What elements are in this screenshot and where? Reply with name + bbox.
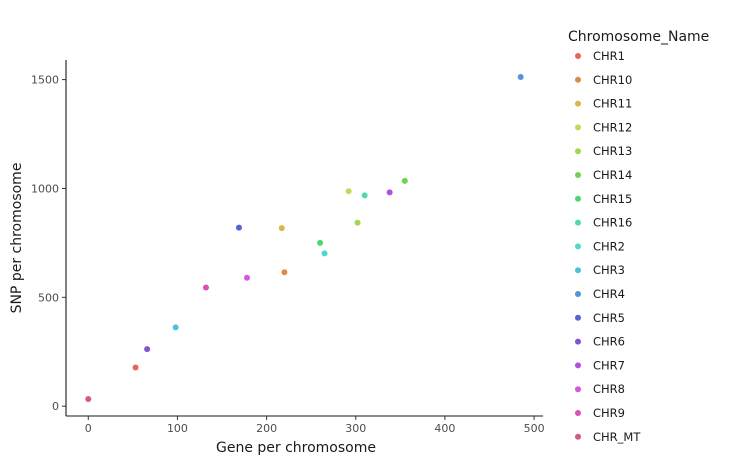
legend-label: CHR6 xyxy=(593,335,625,349)
legend-key xyxy=(575,243,581,250)
data-point xyxy=(144,346,151,353)
legend-key xyxy=(575,76,581,83)
legend-label: CHR14 xyxy=(593,168,632,182)
x-axis-title: Gene per chromosome xyxy=(216,440,376,456)
legend-key xyxy=(575,338,581,345)
legend-label: CHR2 xyxy=(593,239,625,253)
legend-key xyxy=(575,410,581,416)
x-tick-label: 300 xyxy=(345,422,366,435)
legend-label: CHR7 xyxy=(593,358,625,372)
x-tick-label: 0 xyxy=(85,422,92,435)
legend-key xyxy=(575,386,581,393)
legend-label: CHR10 xyxy=(593,73,632,87)
legend-label: CHR13 xyxy=(593,144,632,158)
legend-label: CHR_MT xyxy=(593,430,641,444)
legend-key xyxy=(575,195,581,202)
legend-key xyxy=(575,267,581,274)
y-tick-label: 1000 xyxy=(31,182,59,195)
legend-key xyxy=(575,148,581,155)
legend-key xyxy=(575,433,581,440)
data-point xyxy=(345,188,352,195)
legend-label: CHR16 xyxy=(593,216,632,230)
data-point xyxy=(361,192,368,199)
plot-area xyxy=(85,73,524,403)
legend-key xyxy=(575,362,581,369)
legend-key xyxy=(575,100,581,107)
legend-label: CHR1 xyxy=(593,49,625,63)
data-point xyxy=(386,189,393,196)
x-tick-label: 400 xyxy=(434,422,455,435)
y-axis-title: SNP per chromosome xyxy=(9,163,25,314)
data-point xyxy=(132,364,139,371)
data-point xyxy=(172,324,179,331)
legend-key xyxy=(575,314,581,321)
data-point xyxy=(85,396,92,403)
data-point xyxy=(278,225,285,232)
data-point xyxy=(317,239,324,246)
legend-label: CHR9 xyxy=(593,406,625,420)
x-tick-label: 200 xyxy=(256,422,277,435)
legend-label: CHR12 xyxy=(593,120,632,134)
data-point xyxy=(517,73,524,80)
data-point xyxy=(281,269,288,276)
y-tick-label: 500 xyxy=(38,291,59,304)
legend-key xyxy=(575,53,581,59)
legend-label: CHR4 xyxy=(593,287,625,301)
legend-label: CHR3 xyxy=(593,263,625,277)
x-tick-label: 500 xyxy=(524,422,545,435)
legend-label: CHR11 xyxy=(593,97,632,111)
data-point xyxy=(401,177,408,184)
legend: Chromosome_Name CHR1 CHR10 CHR11 CHR12 CHR13… xyxy=(568,29,709,444)
legend-key xyxy=(575,124,581,131)
legend-key xyxy=(575,172,581,178)
data-point xyxy=(321,250,328,257)
data-point xyxy=(235,224,242,231)
legend-key xyxy=(575,291,581,297)
x-tick-label: 100 xyxy=(167,422,188,435)
data-point xyxy=(354,219,361,226)
y-tick-label: 1500 xyxy=(31,74,59,87)
legend-label: CHR15 xyxy=(593,192,632,206)
legend-label: CHR5 xyxy=(593,311,625,325)
legend-label: CHR8 xyxy=(593,382,625,396)
legend-key xyxy=(575,219,581,226)
axes: 0 100 200 300 400 500 0 500 1000 1500 xyxy=(31,60,545,435)
data-point xyxy=(202,284,209,291)
data-point xyxy=(243,274,250,281)
y-tick-label: 0 xyxy=(52,400,59,413)
legend-title: Chromosome_Name xyxy=(568,29,709,45)
